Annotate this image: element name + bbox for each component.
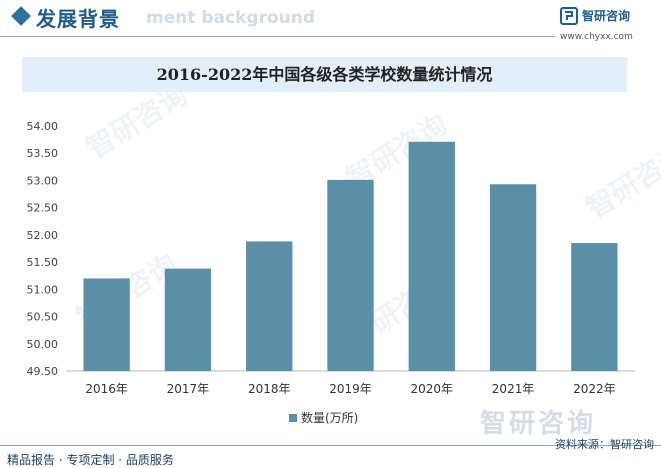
bar: [408, 141, 455, 371]
chart-title: 2016-2022年中国各级各类学校数量统计情况: [156, 65, 493, 84]
y-tick-label: 54.00: [27, 120, 59, 133]
page-header: 发展背景 ment background 智研咨询 www.chyxx.com: [0, 0, 661, 44]
chart-title-bar: 2016-2022年中国各级各类学校数量统计情况: [22, 57, 627, 92]
bar: [164, 268, 212, 371]
y-tick-label: 51.00: [27, 283, 59, 296]
watermark-text: 智研咨询: [480, 409, 597, 439]
y-tick-label: 50.50: [27, 311, 59, 324]
legend-label: 数量(万所): [301, 410, 358, 425]
y-tick-label: 50.00: [27, 338, 59, 351]
brand-name: 智研咨询: [582, 9, 631, 23]
brand-logo-icon: [560, 7, 578, 25]
x-tick-label: 2019年: [329, 382, 372, 396]
header-divider: [0, 36, 555, 37]
brand-url: www.chyxx.com: [560, 32, 633, 42]
y-tick-label: 53.00: [27, 174, 59, 187]
y-tick-label: 53.50: [27, 147, 59, 160]
bar: [327, 179, 374, 371]
y-tick-label: 51.50: [27, 256, 59, 269]
x-tick-label: 2021年: [492, 382, 535, 396]
bar: [246, 241, 293, 371]
footer-divider: [0, 445, 661, 446]
x-tick-label: 2020年: [411, 382, 454, 396]
y-tick-label: 52.00: [27, 229, 59, 242]
footer-tagline: 精品报告 · 专项定制 · 品质服务: [7, 453, 174, 467]
x-tick-label: 2016年: [85, 382, 128, 396]
bar: [571, 243, 618, 371]
x-tick-label: 2022年: [573, 382, 616, 396]
legend-swatch: [289, 414, 297, 422]
source-note: 资料来源：智研咨询: [555, 438, 654, 451]
diamond-icon: [11, 6, 31, 26]
section-subtitle: ment background: [146, 8, 316, 28]
section-title: 发展背景: [36, 7, 120, 31]
bar: [83, 278, 130, 371]
bar: [489, 184, 537, 371]
y-tick-label: 49.50: [27, 365, 59, 378]
y-tick-label: 52.50: [27, 202, 59, 215]
x-tick-label: 2018年: [248, 382, 291, 396]
x-tick-label: 2017年: [167, 382, 210, 396]
bar-chart: 49.50 50.00 50.50 51.00 51.50 52.00 52.50 53.00…: [27, 120, 635, 425]
